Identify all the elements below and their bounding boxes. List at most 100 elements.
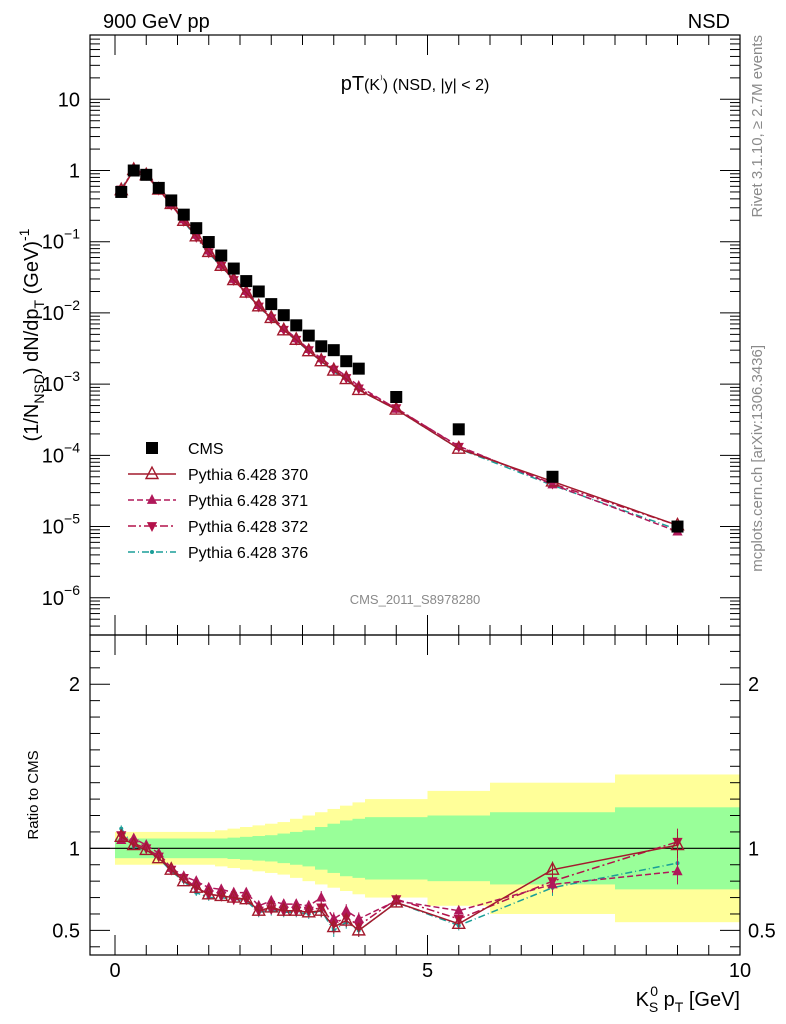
x-tick-label: 5 bbox=[422, 960, 433, 982]
series-point-1 bbox=[314, 352, 329, 367]
cms-data-point bbox=[165, 194, 178, 207]
ratio-point-1 bbox=[545, 861, 560, 875]
legend-marker bbox=[146, 522, 158, 532]
legend-marker bbox=[146, 494, 158, 504]
y-tick-label: 10 bbox=[58, 89, 80, 111]
ratio-ylabel: Ratio to CMS bbox=[25, 750, 42, 839]
cms-data-point bbox=[340, 355, 353, 368]
ratio-y-tick-label: 2 bbox=[69, 674, 80, 696]
main-title: pT(K⁾) (NSD, |y| < 2) bbox=[341, 73, 490, 95]
cms-data-point bbox=[152, 181, 165, 194]
ratio-point-1 bbox=[451, 915, 466, 930]
ratio-y-tick-label: 0.5 bbox=[52, 920, 80, 942]
series-point-1 bbox=[251, 297, 266, 312]
legend-label: Pythia 6.428 376 bbox=[188, 545, 308, 562]
main-panel: 10−6 10−5 10−4 10−3 10−2 10−1 1 10 pT(K⁾) (NSD,… bbox=[16, 34, 741, 636]
cms-data-point bbox=[327, 344, 340, 357]
series-point-1 bbox=[189, 227, 204, 242]
x-tick-label: 10 bbox=[729, 960, 751, 982]
series-point-1 bbox=[339, 370, 354, 385]
ratio-y-tick-label-right: 0.5 bbox=[748, 920, 776, 942]
y-tick-label: 1 bbox=[69, 161, 80, 183]
cms-data-point bbox=[177, 208, 190, 221]
ratio-point-1 bbox=[239, 890, 254, 905]
legend-marker bbox=[150, 550, 154, 554]
analysis-watermark: CMS_2011_S8978280 bbox=[350, 592, 481, 607]
cms-data-point bbox=[227, 262, 240, 275]
legend-marker bbox=[144, 465, 160, 480]
ratio-point-1 bbox=[201, 885, 216, 900]
legend-label: Pythia 6.428 371 bbox=[188, 493, 308, 510]
ratio-point-2 bbox=[341, 904, 352, 915]
header-right: NSD bbox=[688, 11, 730, 33]
legend-marker-cms bbox=[146, 442, 158, 454]
main-axis-ticks: 10−6 10−5 10−4 10−3 10−2 10−1 1 10 bbox=[42, 34, 741, 636]
ratio-point-1 bbox=[276, 902, 291, 916]
ratio-y-tick-label: 1 bbox=[69, 838, 80, 860]
ratio-point-2 bbox=[547, 878, 558, 889]
series-point-1 bbox=[276, 321, 291, 336]
ratio-axis-ticks: 0 5 10 0.5 0.5 1 1 2 2 bbox=[52, 615, 776, 982]
ratio-y-tick-label-right: 2 bbox=[748, 674, 759, 696]
ratio-point-2 bbox=[328, 912, 339, 923]
legend-label: Pythia 6.428 372 bbox=[188, 519, 308, 536]
cms-data-point bbox=[452, 423, 465, 436]
ratio-point-1 bbox=[301, 903, 316, 918]
ratio-point-2 bbox=[453, 904, 464, 915]
cms-data-point bbox=[315, 340, 328, 353]
ratio-point-2 bbox=[316, 891, 327, 902]
ratio-point-1 bbox=[114, 828, 129, 843]
y-tick-label: 10−1 bbox=[42, 226, 80, 254]
series-point-2 bbox=[291, 332, 302, 343]
rivet-label: Rivet 3.1.10, ≥ 2.7M events bbox=[749, 35, 766, 218]
ratio-panel: 0 5 10 0.5 0.5 1 1 2 2 Ratio to CMS KS0 pT [GeV] bbox=[25, 615, 776, 1015]
cms-data-point bbox=[352, 362, 365, 375]
svg-text:(1/NNSD) dN/dpT (GeV)-1: (1/NNSD) dN/dpT (GeV)-1 bbox=[16, 228, 47, 441]
y-tick-label: 10−3 bbox=[42, 368, 80, 396]
cms-data-point bbox=[190, 222, 203, 235]
main-plot-area bbox=[114, 161, 685, 536]
ratio-frame bbox=[89, 634, 741, 956]
ratio-point-1 bbox=[226, 889, 241, 903]
cms-data-point bbox=[265, 298, 278, 311]
series-point-1 bbox=[301, 342, 316, 357]
series-point-1 bbox=[214, 257, 229, 271]
series-point-2 bbox=[203, 244, 214, 255]
series-point-1 bbox=[239, 284, 254, 298]
x-axis-label: KS0 pT [GeV] bbox=[636, 983, 740, 1015]
y-tick-label: 10−2 bbox=[42, 297, 80, 325]
ratio-y-tick-label-right: 1 bbox=[748, 838, 759, 860]
legend-label: Pythia 6.428 370 bbox=[188, 467, 308, 484]
ratio-point-1 bbox=[214, 887, 229, 902]
ratio-plot-area bbox=[90, 774, 740, 937]
legend: CMS Pythia 6.428 370 Pythia 6.428 371 Pythi… bbox=[128, 441, 308, 562]
ratio-point-1 bbox=[670, 836, 685, 851]
series-point-1 bbox=[389, 401, 404, 415]
series-point-1 bbox=[201, 243, 216, 258]
ratio-line-3 bbox=[120, 834, 678, 927]
ratio-point-1 bbox=[139, 841, 154, 856]
cms-data-point bbox=[115, 185, 128, 198]
cms-data-point bbox=[277, 309, 290, 322]
cms-data-point bbox=[240, 275, 253, 288]
y-tick-label: 10−5 bbox=[42, 511, 80, 539]
cms-data-point bbox=[302, 329, 315, 342]
legend-label: CMS bbox=[188, 441, 224, 458]
y-tick-label: 10−6 bbox=[42, 582, 80, 610]
cms-data-point bbox=[671, 520, 684, 533]
series-point-2 bbox=[253, 299, 264, 309]
series-point-1 bbox=[326, 362, 341, 376]
series-point-2 bbox=[266, 310, 277, 321]
ratio-point-2 bbox=[353, 912, 364, 923]
ratio-point-2 bbox=[672, 865, 683, 876]
ratio-point-1 bbox=[351, 921, 366, 936]
ratio-point-1 bbox=[151, 849, 166, 864]
cms-data-point bbox=[140, 168, 153, 181]
series-point-1 bbox=[264, 309, 279, 324]
cms-data-point bbox=[252, 285, 265, 298]
series-point-2 bbox=[216, 258, 227, 269]
ratio-point-1 bbox=[289, 902, 304, 916]
ratio-point-1 bbox=[314, 902, 329, 916]
x-tick-label: 0 bbox=[109, 960, 120, 982]
